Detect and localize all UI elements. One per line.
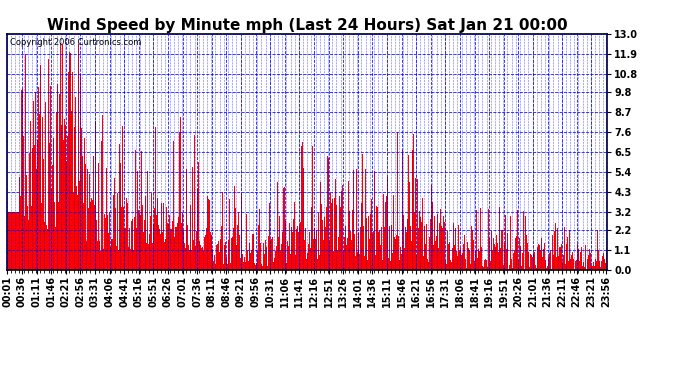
Title: Wind Speed by Minute mph (Last 24 Hours) Sat Jan 21 00:00: Wind Speed by Minute mph (Last 24 Hours)… [47, 18, 567, 33]
Text: Copyright 2006 Curtronics.com: Copyright 2006 Curtronics.com [10, 39, 141, 48]
